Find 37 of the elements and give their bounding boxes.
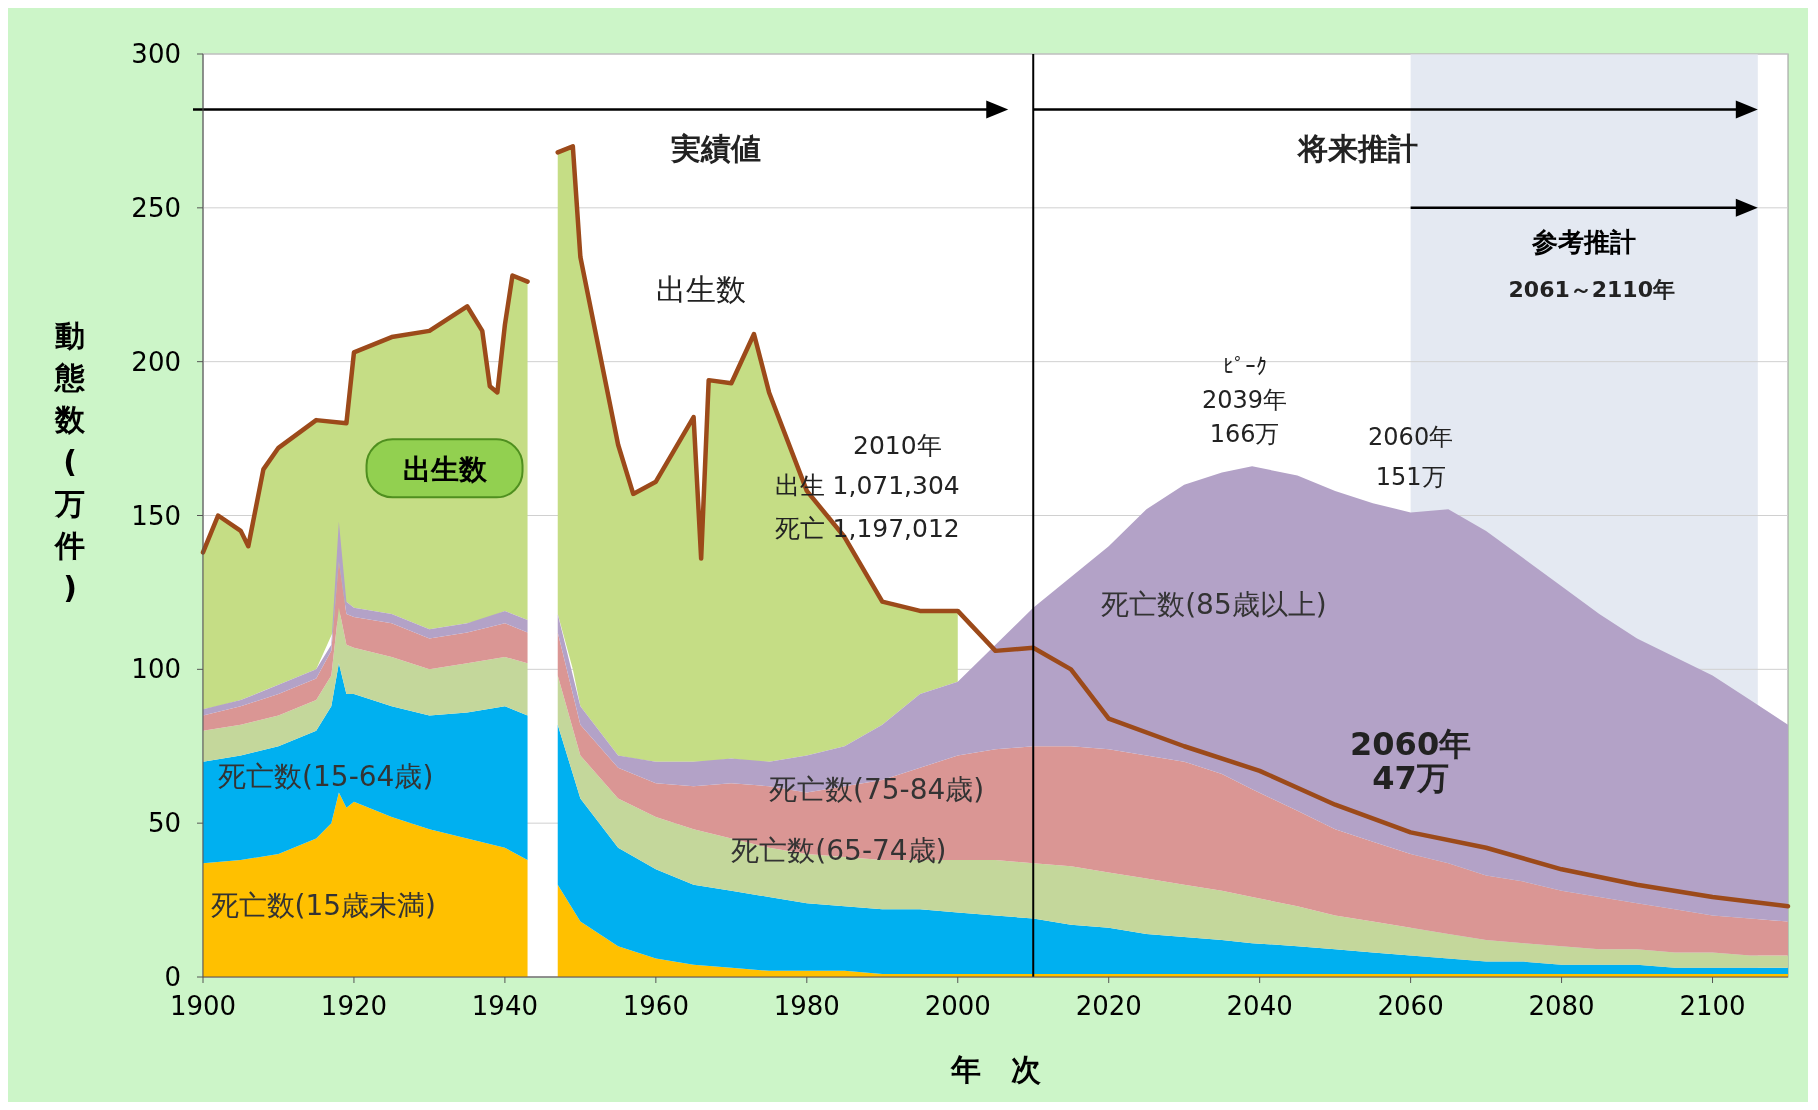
- annotation: 166万: [1209, 419, 1280, 448]
- y-tick-label: 150: [131, 500, 181, 531]
- x-tick-label: 2080: [1528, 991, 1595, 1021]
- x-axis-title: 年 次: [949, 1052, 1041, 1087]
- text: 出生数: [402, 453, 488, 487]
- series-label: 死亡数(15-64歳): [218, 760, 434, 794]
- annotation: 出生数: [656, 272, 747, 308]
- series-label: 死亡数(75-84歳): [769, 772, 985, 806]
- x-tick-label: 2100: [1679, 991, 1746, 1021]
- x-tick-label: 1960: [622, 991, 689, 1021]
- annotation: 2061～2110年: [1508, 277, 1675, 303]
- x-tick-label: 1920: [320, 991, 388, 1021]
- y-axis-title: 動態数(万件): [53, 318, 86, 606]
- annotation: 将来推計: [1295, 130, 1418, 166]
- annotation: 151万: [1375, 462, 1446, 491]
- annotation: 2039年: [1202, 385, 1288, 414]
- annotation: 2010年: [853, 430, 942, 460]
- x-tick-label: 2060: [1377, 991, 1444, 1021]
- y-tick-label: 250: [131, 192, 181, 223]
- annotation: ﾋﾟｰｸ: [1222, 353, 1267, 379]
- x-tick-label: 1900: [169, 991, 237, 1021]
- x-tick-label: 2000: [924, 991, 991, 1021]
- y-tick-label: 0: [164, 962, 181, 992]
- annotation: 2060年: [1368, 422, 1454, 451]
- series-label: 死亡数(85歳以上): [1101, 587, 1327, 621]
- annotation: 実績値: [670, 130, 762, 166]
- y-tick-label: 300: [131, 39, 181, 69]
- band-label: 参考推計: [1531, 226, 1637, 257]
- y-tick-label: 100: [131, 654, 181, 685]
- series-label: 死亡数(65-74歳): [731, 834, 947, 868]
- x-tick-label: 2040: [1226, 991, 1293, 1021]
- x-tick-label: 2020: [1075, 991, 1142, 1021]
- x-tick-label: 1940: [471, 991, 538, 1021]
- x-tick-label: 1980: [773, 991, 840, 1021]
- y-tick-label: 50: [147, 808, 181, 839]
- series-label: 死亡数(15歳未満): [210, 889, 437, 923]
- y-tick-label: 200: [131, 346, 181, 377]
